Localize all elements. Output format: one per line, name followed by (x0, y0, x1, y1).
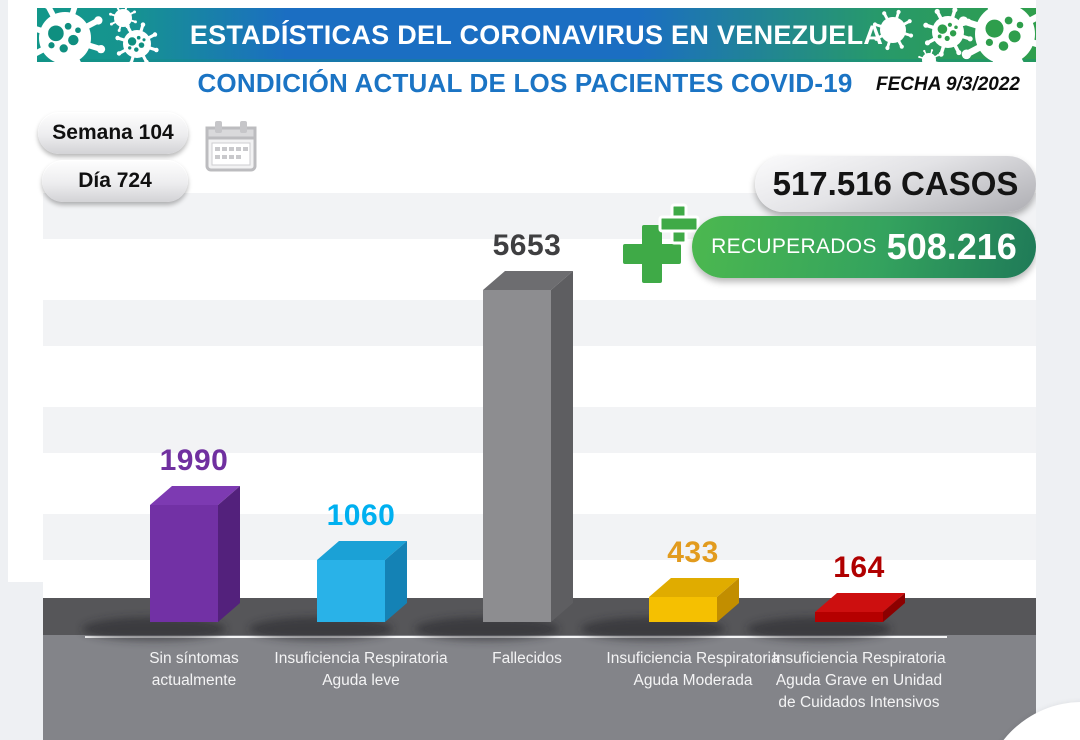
bar-value-label: 5653 (492, 229, 562, 262)
chart-subtitle: CONDICIÓN ACTUAL DE LOS PACIENTES COVID-… (197, 68, 853, 98)
category-label: Sin síntomas actualmente (149, 650, 239, 689)
day-badge: Día 724 (42, 160, 188, 202)
category-label: Insuficiencia Respiratoria Aguda Grave e… (772, 650, 946, 711)
bar-4 (815, 593, 905, 622)
category-label: Insuficiencia Respiratoria Aguda Moderad… (606, 650, 780, 689)
recovered-badge: RECUPERADOS 508.216 (692, 216, 1036, 278)
viewer-left-margin (0, 0, 8, 740)
recovered-value: 508.216 (886, 226, 1017, 267)
bar-2 (483, 271, 573, 622)
recovered-label: RECUPERADOS (711, 235, 877, 258)
date-label: FECHA 9/3/2022 (876, 74, 1020, 95)
bar-value-label: 164 (833, 551, 885, 584)
bar-3 (649, 578, 739, 622)
bar-1 (317, 541, 407, 622)
category-band (43, 635, 1036, 740)
bar-value-label: 1060 (326, 499, 396, 532)
total-cases-badge: 517.516 CASOS (755, 156, 1036, 212)
calendar-icon (205, 121, 257, 172)
page-title: ESTADÍSTICAS DEL CORONAVIRUS EN VENEZUEL… (189, 20, 884, 50)
week-badge: Semana 104 (38, 112, 188, 154)
medical-plus-icon (623, 203, 700, 283)
bar-value-label: 1990 (159, 444, 229, 477)
viewer-right-margin (1036, 0, 1080, 740)
bar-value-label: 433 (667, 536, 719, 569)
category-label: Fallecidos (492, 650, 562, 667)
header-banner: ESTADÍSTICAS DEL CORONAVIRUS EN VENEZUEL… (37, 8, 1036, 62)
category-label: Insuficiencia Respiratoria Aguda leve (274, 650, 448, 689)
viewer-left-margin-bottom (0, 582, 43, 740)
bar-0 (150, 486, 240, 622)
